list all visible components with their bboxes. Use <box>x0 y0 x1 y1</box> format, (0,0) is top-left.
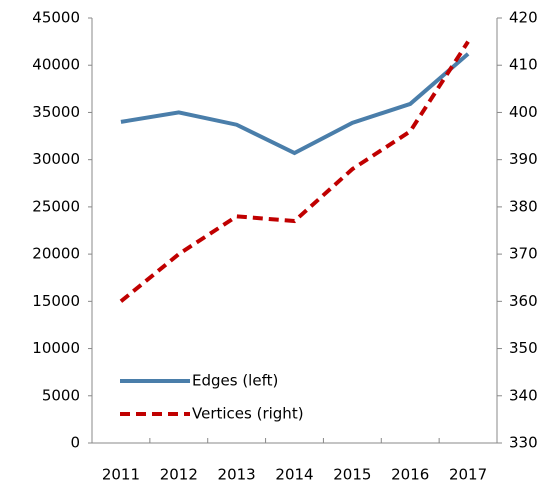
y2-tick-label: 340 <box>509 386 538 404</box>
x-tick-label: 2016 <box>391 466 429 484</box>
series-line <box>119 40 470 303</box>
y2-tick-label: 330 <box>509 434 538 452</box>
y-tick-label: 10000 <box>32 339 80 357</box>
y-tick-label: 40000 <box>32 56 80 74</box>
y-tick-label: 30000 <box>32 150 80 168</box>
x-tick-label: 2015 <box>333 466 371 484</box>
x-tick-label: 2014 <box>275 466 313 484</box>
x-tick-label: 2013 <box>218 466 256 484</box>
y-tick-label: 35000 <box>32 103 80 121</box>
y2-tick-label: 390 <box>509 150 538 168</box>
y-tick-label: 15000 <box>32 292 80 310</box>
y2-tick-label: 350 <box>509 339 538 357</box>
y2-tick-label: 370 <box>509 245 538 263</box>
y-tick-label: 0 <box>70 434 80 452</box>
x-tick-label: 2012 <box>160 466 198 484</box>
y-tick-label: 25000 <box>32 197 80 215</box>
y-tick-label: 45000 <box>32 9 80 27</box>
x-tick-label: 2017 <box>449 466 487 484</box>
legend-label: Edges (left) <box>192 372 278 390</box>
y2-tick-label: 360 <box>509 292 538 310</box>
y2-tick-label: 420 <box>509 9 538 27</box>
y2-tick-label: 410 <box>509 56 538 74</box>
series-line <box>120 52 470 156</box>
legend-label: Vertices (right) <box>192 405 304 423</box>
y2-tick-label: 400 <box>509 103 538 121</box>
y2-tick-label: 380 <box>509 197 538 215</box>
y-tick-label: 5000 <box>42 386 80 404</box>
y-tick-label: 20000 <box>32 245 80 263</box>
x-tick-label: 2011 <box>102 466 140 484</box>
